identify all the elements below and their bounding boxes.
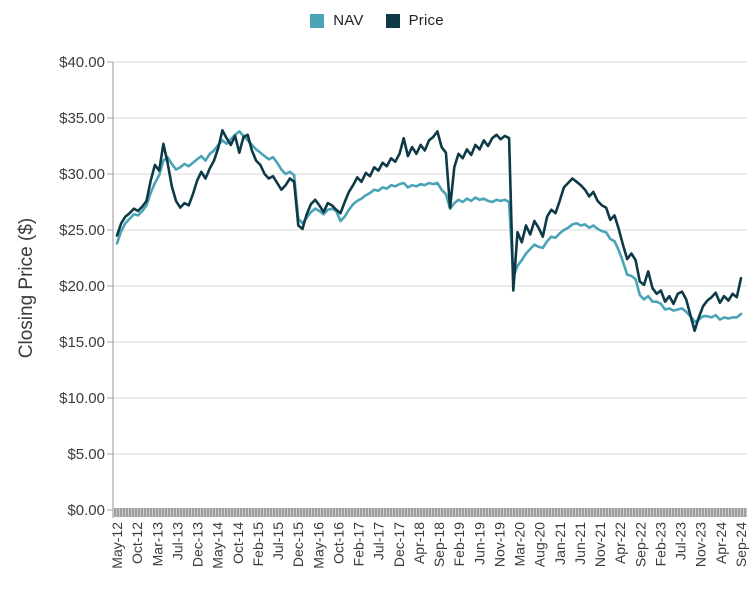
x-tick-label: May-12 bbox=[109, 522, 125, 569]
x-tick-label: Jan-21 bbox=[552, 522, 568, 565]
x-tick-label: Mar-20 bbox=[512, 522, 528, 567]
x-tick-label: Jun-19 bbox=[471, 522, 487, 565]
price-series-line bbox=[115, 129, 743, 333]
x-tick-label: Feb-15 bbox=[250, 522, 266, 567]
x-tick-label: Nov-21 bbox=[592, 522, 608, 567]
x-tick-label: Jul-17 bbox=[371, 522, 387, 560]
x-tick-label: Feb-23 bbox=[652, 522, 668, 567]
nav-legend-label: NAV bbox=[333, 12, 364, 29]
x-tick-label: Oct-12 bbox=[129, 522, 145, 564]
x-tick-label: Dec-13 bbox=[190, 522, 206, 567]
x-tick-label: Feb-17 bbox=[351, 522, 367, 567]
x-tick-label: Dec-15 bbox=[290, 522, 306, 567]
y-tick-label: $15.00 bbox=[59, 334, 105, 351]
legend-item-nav: NAV bbox=[310, 12, 363, 29]
y-tick-label: $35.00 bbox=[59, 110, 105, 127]
y-tick-label: $40.00 bbox=[59, 54, 105, 71]
legend-item-price: Price bbox=[385, 12, 444, 29]
x-tick-label: Apr-18 bbox=[411, 522, 427, 564]
x-tick-label: Mar-13 bbox=[149, 522, 165, 567]
y-tick-label: $30.00 bbox=[59, 166, 105, 183]
y-tick-label: $0.00 bbox=[67, 502, 105, 519]
nav-legend-swatch-icon bbox=[310, 13, 325, 28]
x-tick-label: May-14 bbox=[210, 522, 226, 569]
y-tick-label: $25.00 bbox=[59, 222, 105, 239]
price-legend-swatch-icon bbox=[385, 13, 400, 28]
x-tick-label: Apr-22 bbox=[612, 522, 628, 564]
y-tick-label: $20.00 bbox=[59, 278, 105, 295]
x-tick-label: Aug-20 bbox=[532, 522, 548, 567]
x-tick-label: Jun-21 bbox=[572, 522, 588, 565]
x-tick-label: Sep-22 bbox=[632, 522, 648, 567]
x-tick-label: Apr-24 bbox=[713, 522, 729, 564]
y-tick-label: $5.00 bbox=[67, 446, 105, 463]
legend: NAV Price bbox=[0, 12, 754, 29]
x-tick-label: May-16 bbox=[310, 522, 326, 569]
x-tick-label: Jul-13 bbox=[169, 522, 185, 560]
x-tick-label: Nov-23 bbox=[693, 522, 709, 567]
y-tick-label: $10.00 bbox=[59, 390, 105, 407]
x-tick-label: Nov-19 bbox=[491, 522, 507, 567]
x-tick-label: Jul-15 bbox=[270, 522, 286, 560]
x-tick-label: Sep-24 bbox=[733, 522, 749, 567]
x-tick-label: Oct-14 bbox=[230, 522, 246, 564]
x-axis-band bbox=[113, 508, 747, 517]
x-tick-label: Feb-19 bbox=[451, 522, 467, 567]
nav-series-line bbox=[115, 130, 743, 324]
x-tick-label: Oct-16 bbox=[330, 522, 346, 564]
y-axis-title: Closing Price ($) bbox=[16, 217, 37, 359]
price-legend-label: Price bbox=[408, 12, 444, 29]
x-tick-label: Jul-23 bbox=[673, 522, 689, 560]
x-tick-label: Sep-18 bbox=[431, 522, 447, 567]
x-tick-label: Dec-17 bbox=[391, 522, 407, 567]
